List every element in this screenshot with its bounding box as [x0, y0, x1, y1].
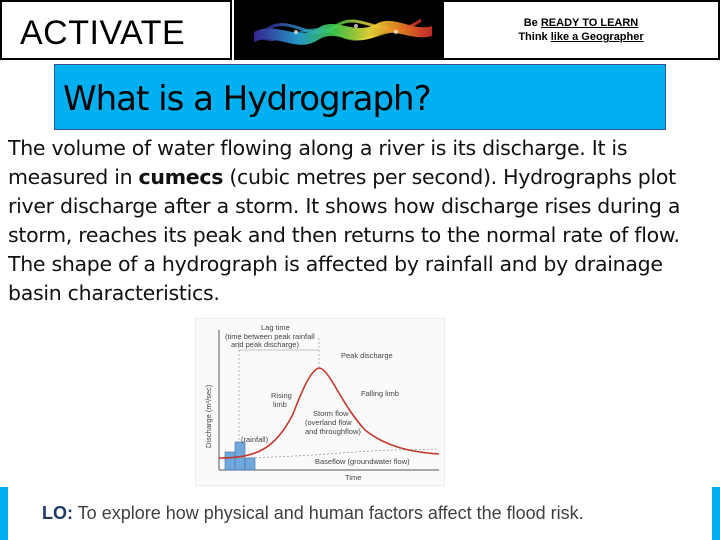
lag-time-sub1: (time between peak rainfall	[225, 332, 315, 341]
slide-title: What is a Hydrograph?	[63, 79, 432, 119]
rainfall-bar	[244, 457, 256, 471]
learning-objective-bar: LO: To explore how physical and human fa…	[0, 487, 720, 540]
hydrograph-diagram: Lag time (time between peak rainfall and…	[194, 317, 446, 487]
ready-line: Be READY TO LEARN	[523, 17, 639, 29]
peak-discharge-label: Peak discharge	[341, 351, 393, 360]
rising-limb-label-1: Rising	[271, 391, 292, 400]
lo-label: LO:	[42, 503, 73, 523]
storm-flow-label-3: and throughflow)	[305, 427, 361, 436]
x-axis-label: Time	[345, 473, 361, 482]
y-axis-label: Discharge (m³/sec)	[204, 384, 213, 448]
learning-objective-panel: LO: To explore how physical and human fa…	[8, 487, 712, 540]
lag-time-label: Lag time	[261, 323, 290, 332]
slide-title-box: What is a Hydrograph?	[54, 64, 666, 130]
falling-limb-label: Falling limb	[361, 389, 399, 398]
cumecs-term: cumecs	[138, 165, 224, 189]
lag-time-sub2: and peak discharge)	[231, 340, 299, 349]
storm-flow-label-1: Storm flow	[313, 409, 349, 418]
think-link[interactable]: like a Geographer	[550, 31, 644, 43]
rainfall-label: (rainfall)	[241, 435, 269, 444]
ready-link[interactable]: READY TO LEARN	[540, 17, 639, 29]
storm-flow-label-2: (overland flow	[305, 418, 352, 427]
learning-objective: LO: To explore how physical and human fa…	[42, 503, 584, 524]
body-paragraph: The volume of water flowing along a rive…	[8, 136, 681, 305]
header-banner-image	[234, 0, 442, 60]
think-line: Think like a Geographer	[518, 31, 644, 43]
rising-limb-label-2: limb	[273, 400, 287, 409]
lo-text: To explore how physical and human factor…	[73, 503, 584, 523]
hydrograph-curve	[218, 367, 440, 459]
baseflow-label: Baseflow (groundwater flow)	[315, 457, 410, 466]
globe-banner-icon	[254, 18, 432, 45]
motto-panel: Be READY TO LEARN Think like a Geographe…	[442, 0, 720, 60]
activate-header: ACTIVATE	[0, 0, 232, 60]
baseflow-line	[218, 448, 440, 459]
activate-label: ACTIVATE	[20, 14, 186, 52]
